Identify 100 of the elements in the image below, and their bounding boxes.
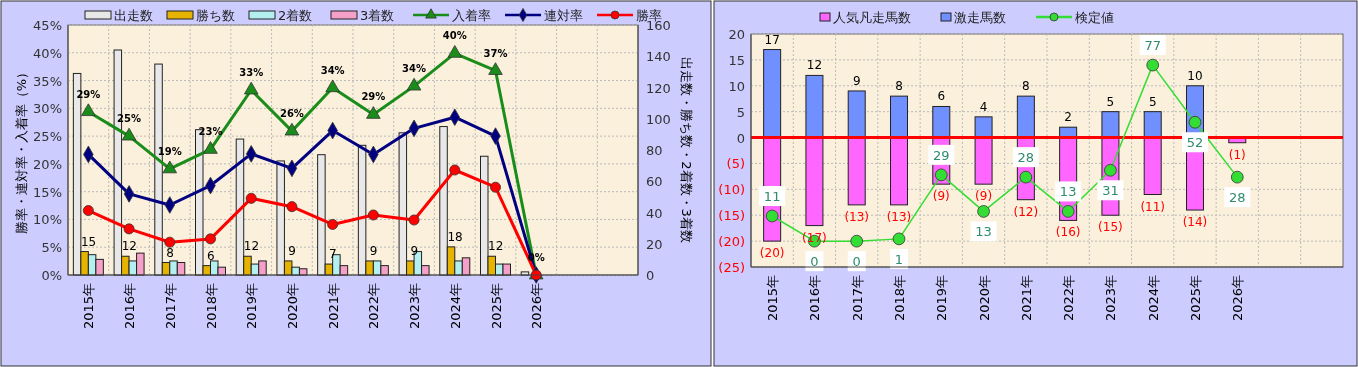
point bbox=[123, 223, 135, 235]
point bbox=[367, 209, 379, 221]
legend-label: 3着数 bbox=[360, 8, 395, 23]
data-label: 26% bbox=[279, 108, 304, 120]
point bbox=[286, 201, 298, 213]
point bbox=[765, 209, 779, 223]
point bbox=[284, 122, 300, 136]
x-tick-label: 2019年 bbox=[934, 275, 950, 322]
data-label: 1 bbox=[894, 251, 904, 267]
data-label: 12 bbox=[488, 239, 504, 254]
point bbox=[1061, 205, 1075, 218]
bar bbox=[847, 137, 866, 206]
data-label: 9 bbox=[369, 243, 378, 258]
y2-tick-label: 20 bbox=[646, 236, 663, 252]
x-tick-label: 2018年 bbox=[892, 275, 907, 322]
data-label: 40% bbox=[442, 30, 467, 42]
data-label: (13) bbox=[844, 209, 870, 224]
point bbox=[1019, 170, 1033, 184]
data-label: 9 bbox=[410, 243, 419, 258]
data-label: 0 bbox=[810, 254, 819, 270]
data-label: 52 bbox=[1186, 135, 1204, 151]
point bbox=[488, 62, 503, 75]
point bbox=[892, 232, 906, 246]
point bbox=[162, 160, 177, 174]
bar bbox=[932, 105, 951, 139]
bar bbox=[847, 90, 866, 139]
y2-tick-label: 100 bbox=[646, 111, 671, 127]
x-tick-label: 2026年 bbox=[529, 283, 545, 330]
x-tick-label: 2022年 bbox=[366, 283, 382, 330]
data-label: 13 bbox=[1059, 184, 1077, 200]
bar bbox=[1143, 111, 1162, 139]
bar bbox=[890, 137, 908, 206]
data-label: 13 bbox=[975, 224, 992, 240]
x-tick-label: 2023年 bbox=[1103, 275, 1119, 322]
data-label: (12) bbox=[1013, 204, 1039, 219]
y-tick-label: (20) bbox=[718, 234, 745, 250]
data-label: (15) bbox=[1098, 220, 1123, 235]
data-label: 28 bbox=[1017, 150, 1035, 166]
point bbox=[1188, 115, 1202, 129]
x-tick-label: 2026年 bbox=[1230, 275, 1246, 322]
bar bbox=[763, 49, 782, 139]
data-label: 12 bbox=[243, 239, 260, 254]
x-tick-label: 2023年 bbox=[407, 283, 423, 330]
legend-label: 連対率 bbox=[544, 8, 583, 23]
x-tick-label: 2025年 bbox=[1188, 275, 1203, 322]
data-label: 8 bbox=[1022, 79, 1030, 94]
legend-label: 2着数 bbox=[278, 8, 313, 23]
y2-tick-label: 60 bbox=[646, 174, 663, 190]
y-tick-label: (10) bbox=[718, 182, 745, 198]
y-tick-label: 20% bbox=[33, 156, 62, 172]
data-label: 11 bbox=[763, 189, 781, 205]
point bbox=[977, 205, 990, 218]
x-tick-label: 2021年 bbox=[1018, 275, 1034, 322]
data-label: 23% bbox=[198, 126, 223, 138]
data-label: 8 bbox=[895, 79, 903, 94]
point bbox=[934, 168, 948, 182]
point bbox=[121, 127, 137, 141]
y-tick-label: 20 bbox=[728, 27, 745, 42]
point bbox=[245, 192, 257, 204]
point bbox=[164, 236, 176, 248]
point bbox=[203, 141, 218, 154]
point bbox=[327, 219, 339, 230]
x-tick-label: 2016年 bbox=[807, 275, 823, 322]
point bbox=[244, 81, 259, 95]
data-label: 15 bbox=[80, 234, 97, 249]
bar bbox=[1143, 137, 1162, 196]
point bbox=[449, 164, 461, 176]
data-label: 28 bbox=[1229, 190, 1246, 206]
x-tick-label: 2016年 bbox=[122, 283, 138, 330]
data-label: 31 bbox=[1102, 183, 1119, 199]
y-tick-label: 30% bbox=[33, 101, 62, 117]
point bbox=[366, 106, 381, 119]
data-label: 9 bbox=[852, 73, 861, 88]
legend-label: 人気凡走馬数 bbox=[833, 10, 911, 25]
x-tick-label: 2018年 bbox=[203, 283, 219, 330]
point bbox=[850, 234, 864, 248]
data-label: 10 bbox=[1187, 68, 1203, 83]
x-tick-label: 2020年 bbox=[284, 283, 300, 330]
point bbox=[325, 79, 340, 93]
bar bbox=[974, 137, 993, 185]
point bbox=[205, 233, 216, 245]
data-label: 5 bbox=[1148, 94, 1157, 109]
y2-tick-label: 40 bbox=[646, 205, 663, 221]
x-tick-label: 2024年 bbox=[1145, 275, 1161, 322]
data-label: (11) bbox=[1140, 199, 1166, 214]
y2-tick-label: 140 bbox=[646, 49, 671, 65]
legend-label: 入着率 bbox=[452, 8, 491, 23]
data-label: 29% bbox=[361, 91, 386, 103]
data-label: 5 bbox=[1106, 94, 1115, 109]
legend-label: 勝ち数 bbox=[196, 8, 235, 23]
bar bbox=[805, 137, 824, 227]
y-tick-label: 10% bbox=[33, 212, 62, 228]
y-tick-label: 35% bbox=[33, 73, 62, 89]
y-tick-label: (5) bbox=[726, 156, 745, 172]
data-label: 12 bbox=[121, 239, 137, 254]
data-label: (17) bbox=[802, 230, 827, 245]
data-label: (13) bbox=[886, 209, 912, 224]
y2-tick-label: 80 bbox=[646, 143, 663, 158]
y-tick-label: 5% bbox=[41, 240, 62, 256]
data-label: 34% bbox=[402, 63, 427, 75]
